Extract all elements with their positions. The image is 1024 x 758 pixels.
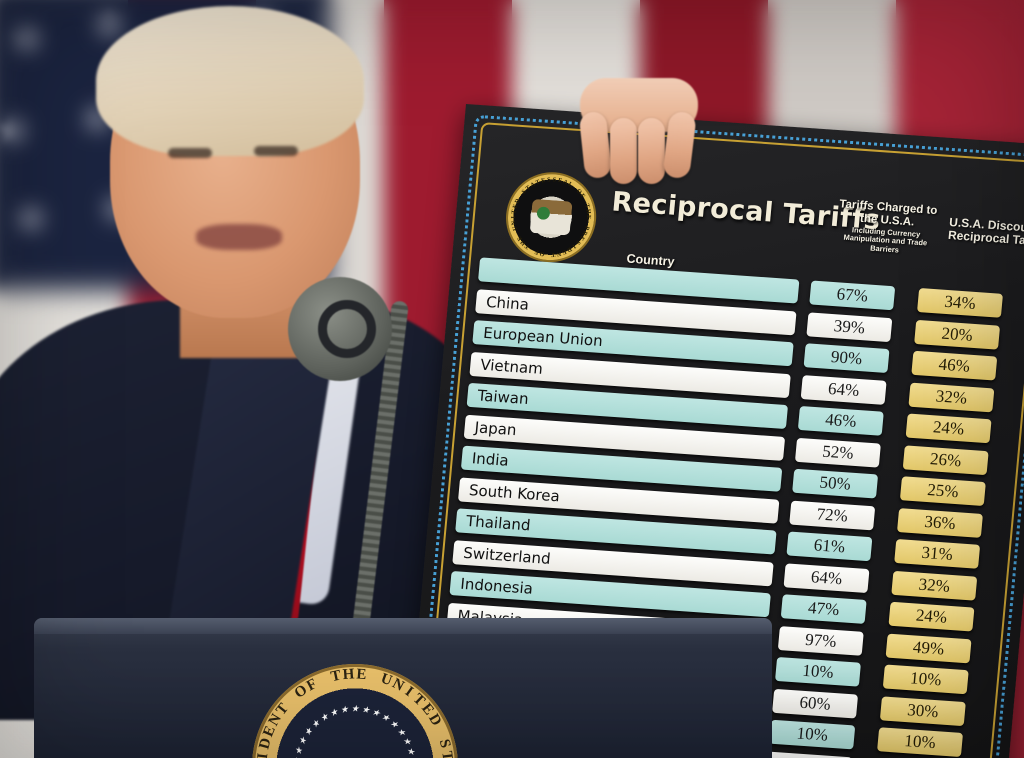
eye-right [254, 146, 298, 156]
podium-top-surface [34, 618, 772, 634]
column-header-discounted-tariffs: U.S.A. Discounted Reciprocal Tariffs [947, 215, 1024, 250]
cell-tariff-discounted: 30% [879, 695, 966, 726]
cell-tariff-discounted: 24% [905, 413, 992, 444]
cell-tariff-charged: 64% [800, 374, 887, 405]
column-header-country: Country [626, 251, 676, 269]
cell-tariff-charged: 67% [809, 280, 896, 311]
cell-tariff-discounted: 24% [888, 601, 975, 632]
cell-tariff-discounted: 34% [917, 288, 1003, 318]
cell-tariff-charged: 61% [786, 531, 873, 562]
cell-tariff-charged: 60% [772, 688, 859, 719]
cell-tariff-charged: 90% [803, 343, 890, 373]
cell-tariff-charged: 64% [783, 562, 870, 593]
hand-gripping-board [574, 78, 702, 184]
column-header-tariffs-charged: Tariffs Charged to the U.S.A. Including … [830, 198, 942, 257]
cell-tariff-charged: 50% [792, 468, 879, 499]
cell-tariff-discounted: 46% [911, 350, 998, 381]
cell-tariff-discounted: 10% [877, 727, 964, 757]
hair [96, 6, 364, 156]
cell-tariff-discounted: 25% [899, 476, 986, 507]
eye-left [168, 148, 212, 158]
cell-tariff-discounted: 32% [908, 382, 995, 412]
finger [610, 118, 637, 184]
column-header-tariffs-charged-main: Tariffs Charged to the U.S.A. [838, 198, 938, 229]
cell-tariff-charged: 46% [797, 405, 884, 436]
cell-tariff-discounted: 32% [891, 570, 978, 601]
cell-tariff-discounted: 26% [902, 444, 989, 475]
cell-tariff-charged: 39% [806, 311, 893, 342]
finger [638, 118, 665, 184]
cell-tariff-charged: 47% [780, 594, 867, 624]
cell-tariff-charged: 10% [769, 719, 856, 750]
column-header-tariffs-charged-sub: Including Currency Manipulation and Trad… [843, 224, 928, 255]
cell-tariff-discounted: 36% [897, 507, 984, 538]
cell-tariff-charged: 52% [794, 437, 881, 468]
mouth [196, 224, 282, 250]
cell-tariff-discounted: 10% [882, 664, 969, 695]
cell-tariff-charged: 10% [774, 656, 861, 687]
cell-tariff-charged: 72% [789, 500, 876, 530]
cell-tariff-charged: 97% [777, 625, 864, 656]
cell-tariff-discounted: 31% [894, 538, 981, 569]
cell-tariff-discounted: 49% [885, 633, 972, 663]
cell-tariff-discounted: 20% [914, 319, 1001, 350]
podium-seal-stars: ★★★★★★★★★★★★★★★★★★★★★★★★★★★★★★★★★★ [291, 703, 418, 758]
microphone-ring [318, 300, 376, 358]
